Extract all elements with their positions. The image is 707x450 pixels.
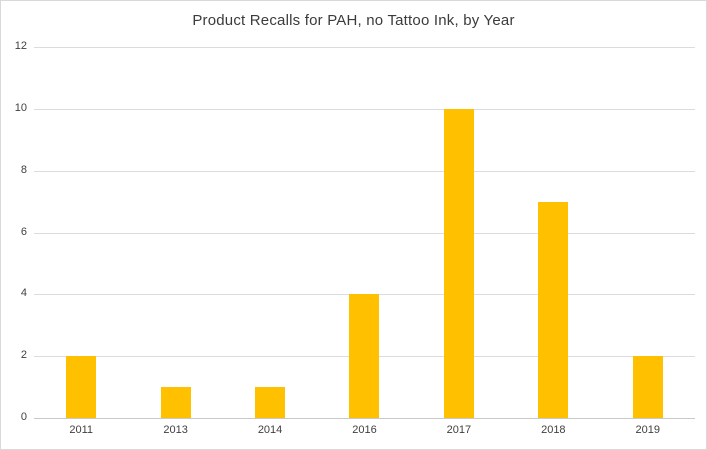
bar-slot-2011 bbox=[34, 47, 128, 418]
chart-title: Product Recalls for PAH, no Tattoo Ink, … bbox=[192, 12, 515, 29]
bar-slot-2017 bbox=[412, 47, 506, 418]
y-axis-tick-label: 8 bbox=[20, 163, 27, 176]
bar-2018 bbox=[538, 201, 569, 418]
y-axis-tick-label: 2 bbox=[20, 349, 27, 362]
x-axis-tick-label: 2017 bbox=[446, 424, 472, 436]
y-axis-tick-label: 4 bbox=[20, 287, 27, 300]
gridline-y8 bbox=[34, 170, 695, 172]
y-axis-tick-label: 10 bbox=[14, 101, 27, 114]
x-axis: 2011 2013 2014 2016 2017 2018 2019 bbox=[34, 424, 695, 436]
bar-2011 bbox=[66, 356, 97, 418]
bar-slot-2019 bbox=[601, 47, 695, 418]
y-axis-tick-label: 0 bbox=[20, 411, 27, 423]
bar-2014 bbox=[255, 387, 286, 418]
x-axis-tick-label: 2016 bbox=[352, 424, 377, 436]
bar-2016 bbox=[349, 294, 380, 418]
gridline-y10 bbox=[34, 108, 695, 110]
bar-2013 bbox=[160, 387, 191, 418]
plot-area bbox=[34, 47, 695, 419]
x-axis-tick-label: 2019 bbox=[635, 424, 660, 436]
bar-2017 bbox=[443, 108, 474, 418]
bars-layer bbox=[34, 47, 695, 418]
gridline-y12 bbox=[34, 47, 695, 48]
gridline-y6 bbox=[34, 232, 695, 234]
x-axis-tick-label: 2014 bbox=[257, 424, 283, 436]
bar-slot-2016 bbox=[317, 47, 411, 418]
bar-2019 bbox=[632, 356, 663, 418]
y-axis-tick-label: 6 bbox=[20, 225, 27, 238]
x-axis-tick-label: 2018 bbox=[541, 424, 566, 436]
x-axis-tick-label: 2013 bbox=[163, 424, 188, 436]
y-axis-tick-label: 12 bbox=[14, 40, 27, 52]
bar-slot-2013 bbox=[128, 47, 222, 418]
bar-slot-2014 bbox=[223, 47, 317, 418]
x-axis-line bbox=[34, 418, 695, 419]
x-axis-tick-label: 2011 bbox=[69, 424, 94, 436]
bar-slot-2018 bbox=[506, 47, 600, 418]
